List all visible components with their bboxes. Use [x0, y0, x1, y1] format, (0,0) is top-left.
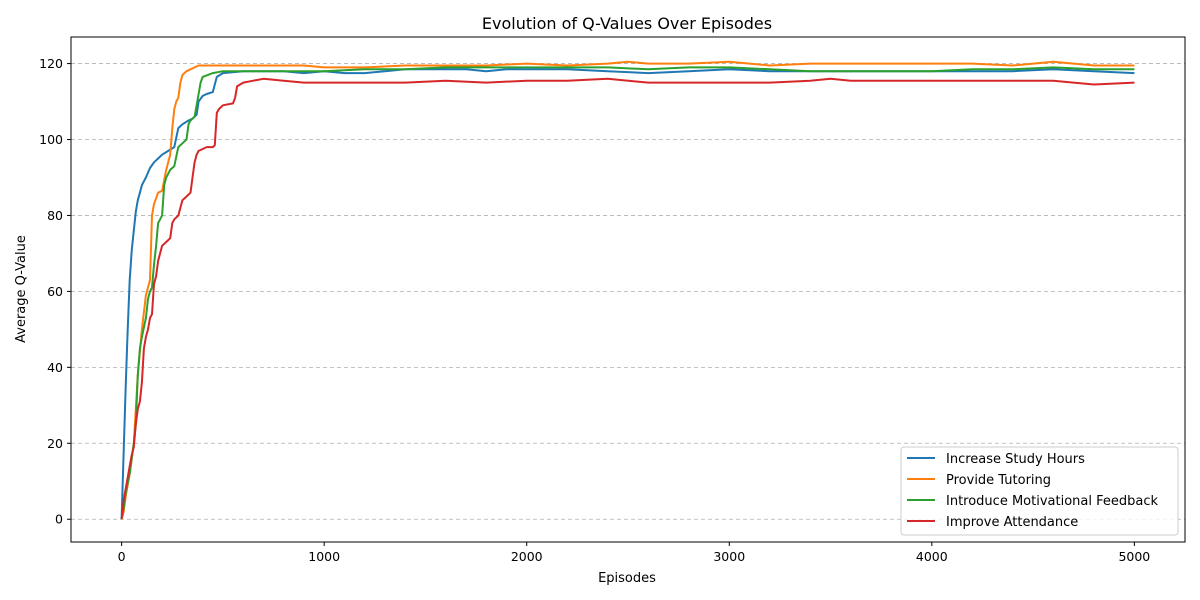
y-tick-label: 20	[47, 436, 63, 451]
x-tick-label: 5000	[1118, 549, 1150, 564]
axis-ticks: 0 20 40 60 80 100 120 0 1000 2000 3000 4000 5000	[39, 56, 1150, 564]
y-tick-label: 80	[47, 208, 63, 223]
series-line-4	[120, 77, 1135, 520]
legend: Increase Study Hours Provide Tutoring Intr…	[900, 446, 1179, 536]
x-tick-label: 3000	[713, 549, 745, 564]
x-tick-label: 4000	[916, 549, 948, 564]
x-tick-label: 1000	[308, 549, 340, 564]
y-tick-label: 60	[47, 284, 63, 299]
x-tick-label: 0	[118, 549, 126, 564]
series-lines	[120, 60, 1135, 520]
y-tick-label: 120	[39, 56, 63, 71]
legend-label: Provide Tutoring	[946, 473, 1051, 488]
legend-label: Introduce Motivational Feedback	[946, 494, 1158, 509]
y-tick-label: 0	[55, 512, 63, 527]
chart-title: Evolution of Q-Values Over Episodes	[482, 14, 772, 33]
gridlines	[71, 63, 1185, 520]
x-axis-label: Episodes	[598, 571, 656, 586]
legend-items: Increase Study Hours Provide Tutoring Intr…	[907, 452, 1158, 530]
legend-box	[900, 446, 1179, 536]
series-line-2	[120, 60, 1135, 520]
y-tick-label: 100	[39, 132, 63, 147]
x-tick-label: 2000	[511, 549, 543, 564]
y-axis-label: Average Q-Value	[14, 235, 29, 343]
legend-label: Improve Attendance	[946, 515, 1078, 530]
series-line-3	[120, 66, 1135, 520]
plot-area-frame	[70, 36, 1186, 543]
legend-label: Increase Study Hours	[946, 452, 1085, 467]
y-tick-label: 40	[47, 360, 63, 375]
